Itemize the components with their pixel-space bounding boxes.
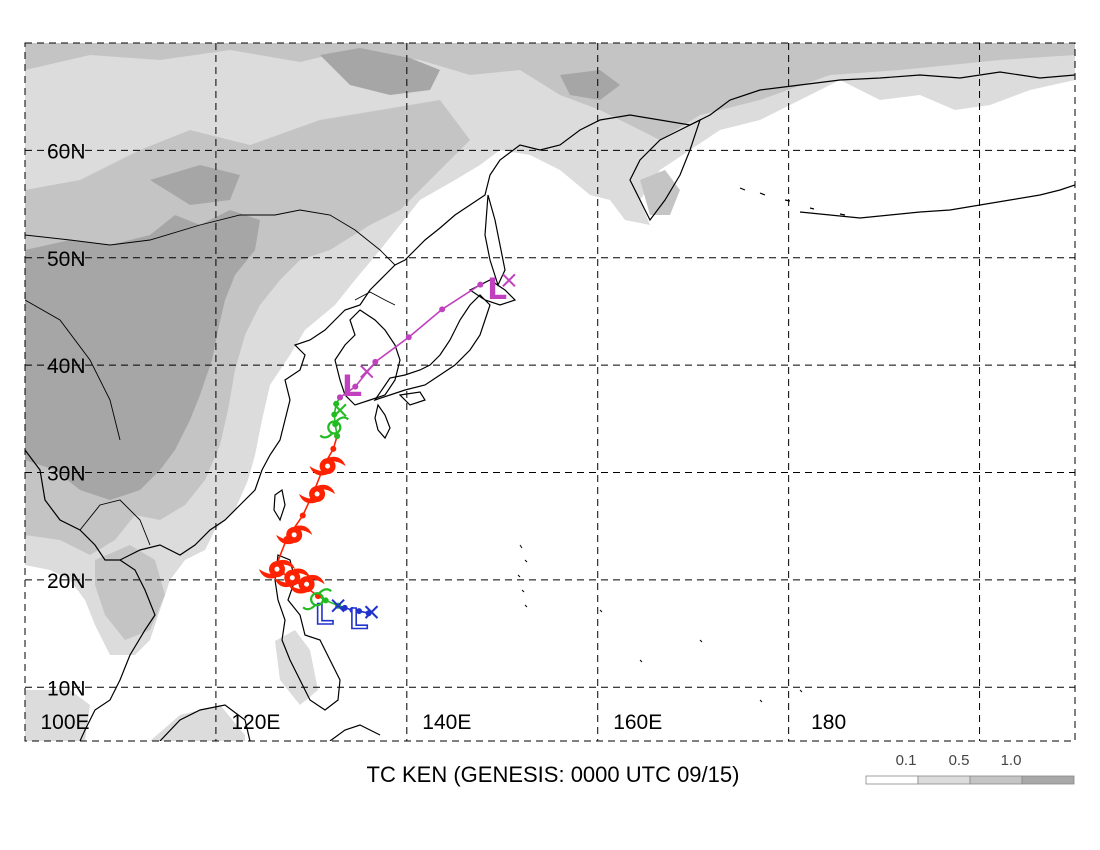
borneo-coastline — [159, 704, 251, 741]
lat-label: 40N — [47, 355, 86, 378]
storm-symbol — [319, 416, 350, 439]
dissipation-cross-symbol — [333, 403, 347, 417]
legend-label-2: 1.0 — [1001, 752, 1022, 769]
intensity-legend: 0.1 0.5 1.0 — [865, 752, 1075, 785]
terrain-shading — [25, 43, 1075, 741]
track-point — [372, 358, 379, 365]
legend-swatch-3 — [1021, 775, 1075, 785]
lon-label: 120E — [231, 711, 280, 734]
low-pressure-symbol: L — [343, 369, 361, 402]
lat-label: 50N — [47, 248, 86, 271]
track-point — [330, 445, 337, 452]
map-title: TC KEN (GENESIS: 0000 UTC 09/15) — [367, 762, 740, 787]
storm-symbol — [274, 568, 311, 588]
track-point — [405, 334, 412, 341]
storm-symbol — [288, 574, 325, 594]
legend-label-1: 0.5 — [949, 752, 970, 769]
track-point — [352, 383, 359, 390]
country-borders — [25, 209, 396, 546]
track-point — [322, 597, 329, 604]
low-pressure-symbol: L — [316, 598, 334, 631]
track-point — [337, 394, 343, 401]
aleutian-islands — [739, 187, 846, 216]
dissipation-cross-symbol — [360, 364, 374, 379]
track-point — [356, 608, 363, 615]
legend-swatch-0 — [865, 775, 919, 785]
map-frame — [24, 42, 1076, 742]
kamchatka-coastline — [629, 118, 702, 222]
lon-label: 100E — [40, 711, 89, 734]
storm-symbol — [302, 588, 332, 611]
longitude-labels: 100E 120E 140E 160E 180 — [40, 711, 846, 734]
track-point — [341, 604, 348, 611]
track-point — [439, 306, 446, 313]
legend-label-0: 0.1 — [896, 752, 917, 769]
dissipation-cross-symbol — [502, 273, 516, 288]
track-segment-magenta — [339, 283, 481, 399]
track-point — [349, 606, 356, 613]
land-mid — [25, 43, 1075, 640]
new-guinea-coastline — [329, 724, 381, 741]
lon-label: 180 — [811, 711, 846, 734]
storm-symbol — [276, 525, 313, 545]
low-pressure-symbol: L — [488, 273, 506, 306]
lat-label: 60N — [47, 140, 86, 163]
legend-swatch-2 — [969, 775, 1023, 785]
legend-swatch-1 — [917, 775, 971, 785]
lat-label: 20N — [47, 570, 86, 593]
track-point — [334, 433, 341, 440]
philippines-coastline — [274, 554, 341, 711]
korea-coastline — [334, 309, 401, 406]
track-point — [331, 411, 338, 418]
lon-label: 160E — [613, 711, 662, 734]
low-pressure-symbol: L — [350, 602, 368, 635]
storm-symbol — [309, 456, 346, 476]
sakhalin-coastline — [484, 194, 506, 287]
lon-label: 140E — [422, 711, 471, 734]
grid-lines — [25, 43, 1075, 741]
taiwan-coastline — [273, 488, 286, 522]
land-dark — [25, 48, 620, 500]
coastlines — [25, 71, 1075, 741]
track-point — [477, 281, 484, 288]
dissipation-cross-symbol — [364, 605, 379, 619]
dissipation-cross-symbol — [331, 598, 345, 613]
storm-symbol — [299, 484, 336, 504]
storm-track — [273, 281, 484, 617]
japan-coastline — [373, 279, 517, 440]
lat-label: 10N — [47, 677, 86, 700]
storm-symbol — [259, 559, 295, 579]
alaska-coastline — [799, 184, 1075, 219]
pacific-islands — [517, 544, 833, 723]
track-point — [299, 512, 306, 519]
latitude-labels: 10N 20N 30N 40N 50N 60N — [47, 140, 86, 700]
storm-symbols: L LLL — [259, 272, 516, 636]
lat-label: 30N — [47, 463, 86, 486]
